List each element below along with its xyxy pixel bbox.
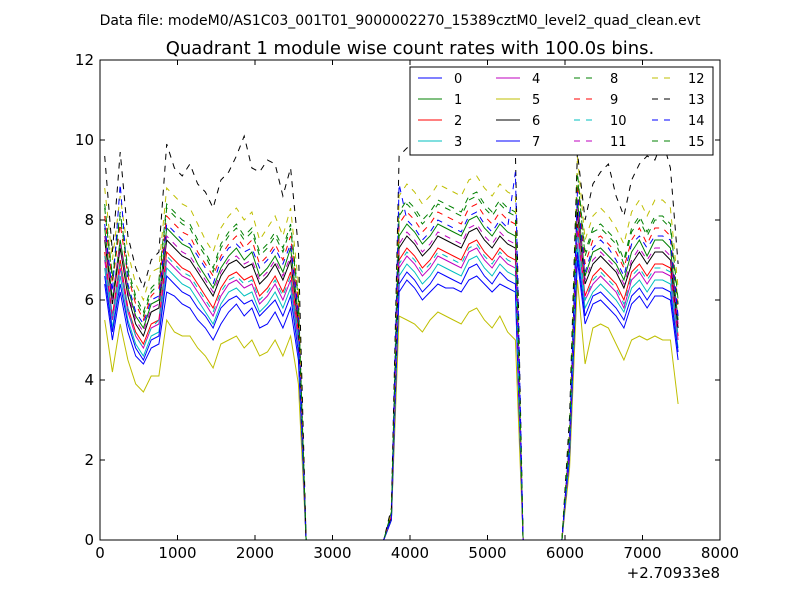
- series-line-7: [104, 251, 679, 541]
- series-line-9: [104, 183, 679, 541]
- y-tick-label: 6: [84, 291, 94, 309]
- legend-label-14: 14: [688, 114, 705, 129]
- series-line-8: [104, 171, 679, 541]
- y-tick-label: 4: [84, 371, 94, 389]
- legend-label-9: 9: [610, 93, 618, 108]
- x-tick-label: 4000: [391, 544, 429, 562]
- legend-label-13: 13: [688, 93, 705, 108]
- data-file-label: Data file: modeM0/AS1C03_001T01_90000022…: [100, 13, 701, 29]
- series-line-12: [104, 155, 679, 541]
- legend-label-10: 10: [610, 114, 627, 129]
- x-tick-label: 8000: [701, 544, 739, 562]
- legend-label-2: 2: [454, 114, 462, 129]
- x-tick-label: 1000: [158, 544, 196, 562]
- x-tick-label: 3000: [313, 544, 351, 562]
- y-tick-label: 10: [75, 131, 94, 149]
- chart-title: Quadrant 1 module wise count rates with …: [166, 38, 655, 59]
- legend-label-0: 0: [454, 72, 462, 87]
- legend-box: [409, 66, 714, 156]
- x-tick-label: 5000: [468, 544, 506, 562]
- x-tick-label: 2000: [236, 544, 274, 562]
- x-tick-label: 7000: [623, 544, 661, 562]
- series-line-14: [104, 171, 679, 541]
- series-line-13: [104, 106, 679, 541]
- y-tick-label: 0: [84, 531, 94, 549]
- legend-label-4: 4: [532, 72, 540, 87]
- y-tick-label: 12: [75, 51, 94, 69]
- legend-label-5: 5: [532, 93, 540, 108]
- legend-label-3: 3: [454, 135, 462, 150]
- legend-label-8: 8: [610, 72, 618, 87]
- y-tick-label: 8: [84, 211, 94, 229]
- legend-label-7: 7: [532, 135, 540, 150]
- series-line-1: [104, 199, 679, 541]
- x-tick-label: 0: [95, 544, 105, 562]
- series-line-11: [104, 207, 679, 541]
- plot-lines: [104, 106, 679, 541]
- x-axis: 0 1000 2000 3000 4000 5000 6000 7000 8000: [95, 60, 739, 562]
- x-offset-label: +2.70933e8: [627, 564, 720, 582]
- y-tick-label: 2: [84, 451, 94, 469]
- legend-label-1: 1: [454, 93, 462, 108]
- x-tick-label: 6000: [546, 544, 584, 562]
- series-line-15: [104, 175, 679, 541]
- legend-label-11: 11: [610, 135, 627, 150]
- legend-label-15: 15: [688, 135, 705, 150]
- legend-label-12: 12: [688, 72, 705, 87]
- legend-label-6: 6: [532, 114, 540, 129]
